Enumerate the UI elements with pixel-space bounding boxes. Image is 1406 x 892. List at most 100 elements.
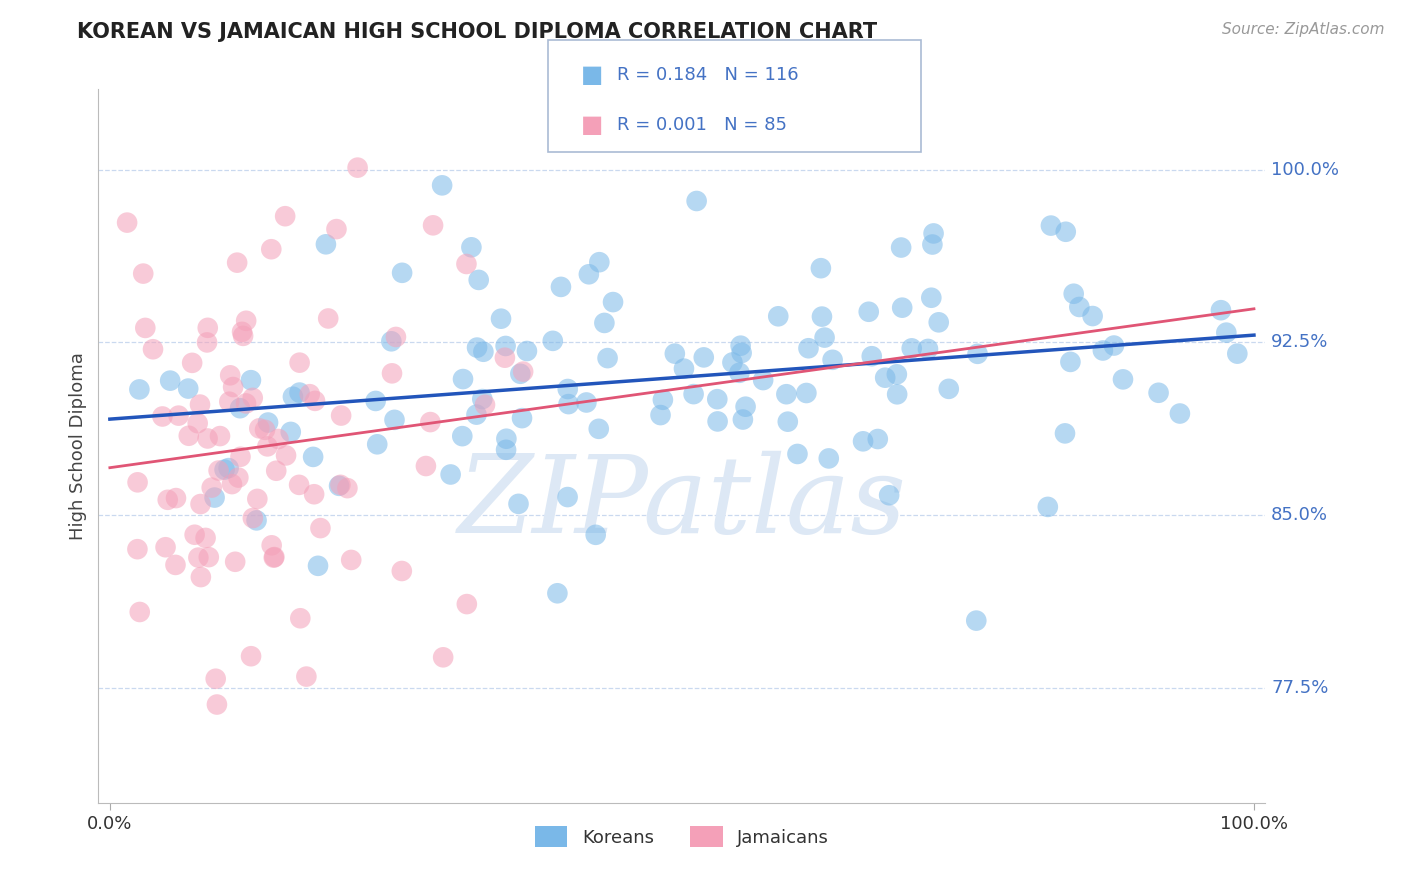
Point	[509, 367, 531, 381]
Point	[190, 570, 212, 584]
Point	[197, 321, 219, 335]
Point	[706, 414, 728, 428]
Point	[253, 423, 276, 437]
Point	[1059, 355, 1081, 369]
Point	[456, 597, 478, 611]
Point	[267, 432, 290, 446]
Point	[188, 398, 211, 412]
Point	[489, 311, 512, 326]
Point	[260, 538, 283, 552]
Point	[821, 352, 844, 367]
Point	[734, 400, 756, 414]
Point	[706, 392, 728, 407]
Point	[685, 194, 707, 208]
Point	[218, 394, 240, 409]
Point	[456, 257, 478, 271]
Point	[128, 383, 150, 397]
Point	[247, 421, 270, 435]
Point	[242, 391, 264, 405]
Point	[512, 365, 534, 379]
Text: ■: ■	[581, 63, 603, 87]
Point	[231, 325, 253, 339]
Point	[811, 310, 834, 324]
Point	[229, 401, 252, 416]
Point	[288, 385, 311, 400]
Point	[280, 425, 302, 439]
Point	[1102, 338, 1125, 352]
Point	[651, 392, 673, 407]
Point	[263, 549, 285, 564]
Point	[246, 491, 269, 506]
Point	[364, 393, 387, 408]
Text: 85.0%: 85.0%	[1271, 506, 1329, 524]
Point	[730, 339, 752, 353]
Point	[245, 513, 267, 527]
Point	[588, 422, 610, 436]
Point	[257, 416, 280, 430]
Point	[1168, 407, 1191, 421]
Point	[218, 461, 240, 475]
Point	[467, 273, 489, 287]
Point	[307, 558, 329, 573]
Point	[852, 434, 875, 449]
Point	[242, 511, 264, 525]
Point	[165, 491, 187, 505]
Point	[1226, 346, 1249, 360]
Point	[1112, 372, 1135, 386]
Point	[336, 481, 359, 495]
Point	[330, 409, 353, 423]
Point	[263, 550, 285, 565]
Point	[886, 387, 908, 401]
Point	[672, 361, 695, 376]
Point	[316, 311, 339, 326]
Point	[260, 242, 283, 256]
Point	[214, 462, 236, 476]
Point	[134, 321, 156, 335]
Point	[177, 382, 200, 396]
Point	[451, 372, 474, 386]
Point	[585, 528, 607, 542]
Point	[796, 386, 818, 401]
Point	[380, 334, 402, 349]
Point	[177, 429, 200, 443]
Point	[664, 346, 686, 360]
Point	[302, 450, 325, 464]
Point	[288, 356, 311, 370]
Point	[419, 415, 441, 429]
Point	[922, 227, 945, 241]
Point	[810, 261, 832, 276]
Point	[328, 479, 350, 493]
Legend: Koreans, Jamaicans: Koreans, Jamaicans	[527, 819, 837, 855]
Point	[1039, 219, 1062, 233]
Point	[274, 449, 297, 463]
Point	[578, 267, 600, 281]
Point	[495, 432, 517, 446]
Point	[240, 649, 263, 664]
Text: R = 0.184   N = 116: R = 0.184 N = 116	[617, 66, 799, 85]
Point	[187, 550, 209, 565]
Point	[415, 458, 437, 473]
Point	[190, 497, 212, 511]
Point	[797, 341, 820, 355]
Point	[384, 413, 406, 427]
Point	[891, 301, 914, 315]
Point	[752, 373, 775, 387]
Point	[222, 380, 245, 394]
Point	[866, 432, 889, 446]
Point	[1063, 286, 1085, 301]
Point	[302, 487, 325, 501]
Point	[422, 219, 444, 233]
Point	[875, 370, 897, 384]
Point	[127, 475, 149, 490]
Point	[224, 555, 246, 569]
Point	[235, 396, 257, 410]
Point	[226, 255, 249, 269]
Point	[366, 437, 388, 451]
Point	[541, 334, 564, 348]
Point	[127, 542, 149, 557]
Point	[132, 267, 155, 281]
Text: Source: ZipAtlas.com: Source: ZipAtlas.com	[1222, 22, 1385, 37]
Point	[315, 237, 337, 252]
Point	[602, 295, 624, 310]
Point	[304, 393, 326, 408]
